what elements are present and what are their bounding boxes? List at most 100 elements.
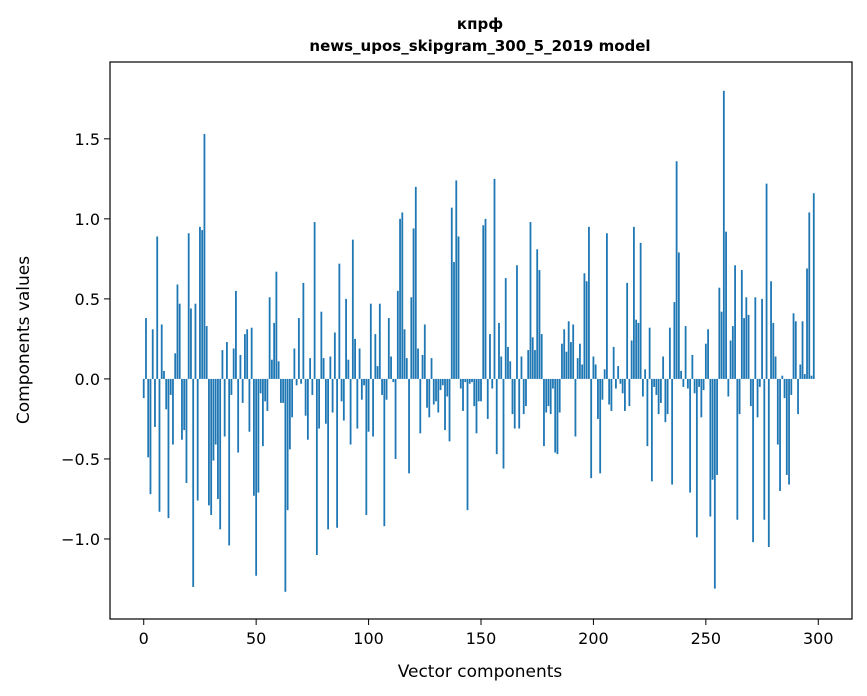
bar-25 [199,226,201,379]
bar-133 [441,378,444,386]
bar-1 [145,318,147,379]
bar-43 [239,354,242,379]
bar-77 [315,378,318,555]
bar-277 [765,183,768,379]
bar-93 [351,239,354,379]
bar-185 [558,378,561,413]
bar-288 [790,378,793,395]
bar-262 [731,326,734,379]
bar-153 [486,378,489,419]
bar-258 [722,90,725,379]
bar-147 [473,378,476,407]
bar-38 [228,378,231,546]
bar-14 [174,353,177,379]
bar-179 [545,378,548,413]
bar-161 [504,278,507,379]
x-tick-label: 200 [578,629,609,648]
bar-57 [270,359,273,379]
bar-263 [734,265,736,379]
bar-111 [392,378,395,383]
bar-250 [704,343,707,379]
bar-290 [794,321,797,379]
bar-226 [650,378,653,482]
bar-264 [736,378,739,520]
bar-197 [585,281,588,379]
bar-234 [668,327,671,379]
bar-273 [756,378,759,418]
bar-248 [700,378,703,418]
bar-13 [172,378,174,445]
bar-61 [279,378,282,403]
bar-46 [246,329,249,379]
bar-87 [338,263,341,379]
bar-209 [612,346,615,379]
bar-98 [363,378,365,386]
bar-100 [367,378,370,432]
bar-182 [552,378,554,389]
bar-207 [608,378,611,405]
bar-68 [295,378,298,386]
bar-104 [376,366,379,379]
bar-279 [770,281,772,379]
bar-144 [466,378,469,511]
bar-102 [372,378,374,437]
bar-70 [300,378,303,384]
x-tick-label: 150 [466,629,497,648]
bar-122 [417,348,419,379]
bar-146 [471,378,473,383]
bar-24 [196,378,199,501]
bar-220 [637,322,640,379]
bar-191 [572,324,575,379]
bar-49 [253,378,255,496]
bar-30 [210,378,213,515]
bar-80 [322,358,325,379]
x-axis-ticks: 0 50 100 150 200 250 300 [139,619,834,648]
bar-35 [221,350,224,379]
bar-227 [653,378,656,387]
bar-126 [426,378,428,408]
bar-266 [740,270,743,379]
bar-44 [241,378,244,403]
bar-155 [491,378,494,389]
bar-283 [779,378,781,491]
bar-218 [633,226,635,379]
y-tick-label: 0.5 [75,290,100,309]
bar-249 [702,378,705,391]
bar-217 [630,340,633,379]
y-tick-label: 1.5 [75,130,100,149]
bar-132 [439,378,442,391]
bars-group [142,90,815,592]
bar-253 [711,378,714,480]
bar-69 [297,318,300,379]
bar-20 [187,233,190,379]
bar-211 [617,366,620,379]
bar-95 [356,378,359,429]
bar-72 [304,378,307,416]
bar-239 [680,370,683,379]
bar-135 [446,378,449,397]
bar-53 [262,378,264,447]
bar-285 [783,378,786,399]
bar-167 [518,378,521,429]
bar-54 [264,378,267,402]
bar-66 [291,378,294,418]
bar-113 [396,290,399,379]
bar-216 [628,378,631,407]
bar-287 [788,378,790,485]
bar-90 [345,298,347,379]
bar-241 [684,326,687,379]
bar-271 [752,378,754,543]
bar-206 [606,233,608,379]
bar-267 [743,318,745,379]
y-tick-label: 0.0 [75,370,100,389]
x-tick-label: 250 [691,629,722,648]
bar-282 [776,378,779,445]
bar-166 [516,265,518,379]
bar-165 [513,378,516,429]
bar-272 [754,297,757,379]
bar-36 [223,378,226,437]
bar-116 [403,329,406,379]
bar-203 [599,378,602,474]
bar-123 [419,378,422,434]
